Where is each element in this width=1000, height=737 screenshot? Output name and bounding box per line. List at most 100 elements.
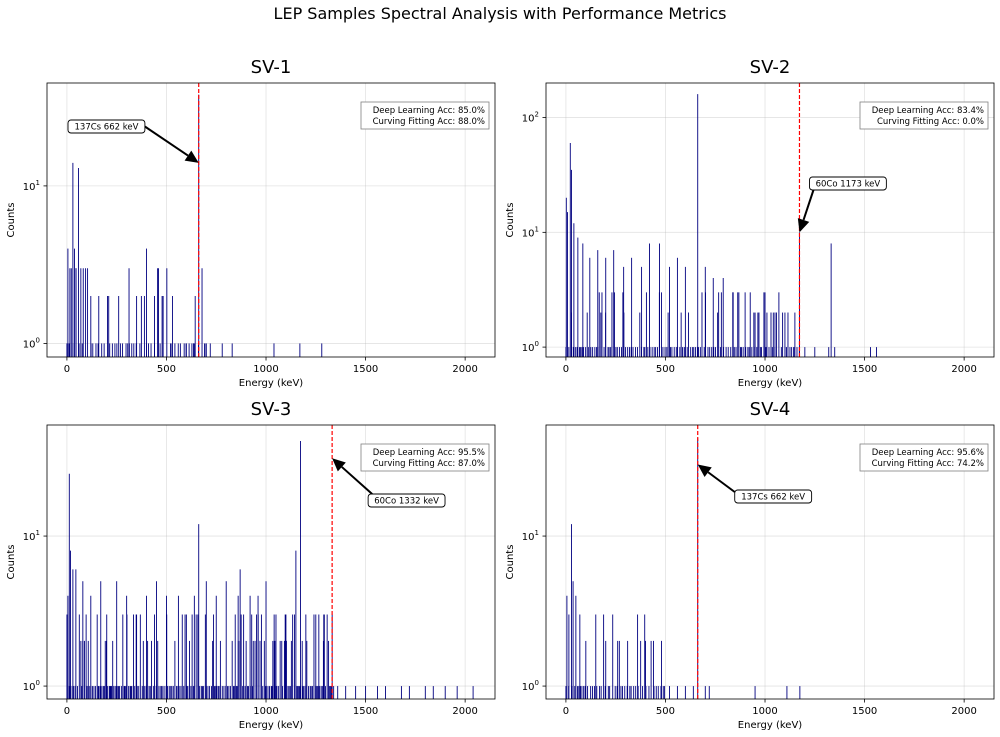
annotation-arrow [802, 189, 815, 221]
x-tick-label: 2000 [951, 706, 976, 717]
annotation-arrowhead [697, 464, 712, 478]
y-tick-exponent: 2 [535, 111, 539, 119]
metrics-box-frame [360, 101, 490, 130]
annotation-arrowhead [797, 218, 810, 233]
x-axis-label: Energy (keV) [239, 378, 304, 389]
y-tick-exponent: 0 [535, 679, 539, 687]
x-tick-label: 0 [563, 364, 569, 375]
x-tick-label: 500 [157, 706, 176, 717]
annotation-arrow [707, 471, 736, 493]
y-tick-exponent: 1 [36, 529, 40, 537]
metrics-box-frame [859, 101, 989, 130]
y-axis-label: Counts [505, 203, 516, 238]
panel-title: SV-3 [251, 399, 292, 420]
y-axis-label: Counts [505, 545, 516, 580]
deep-learning-accuracy: Deep Learning Acc: 95.6% [872, 448, 984, 458]
y-tick-exponent: 1 [36, 179, 40, 187]
curve-fitting-accuracy: Curving Fitting Acc: 74.2% [872, 459, 984, 469]
spectrum [66, 94, 323, 357]
x-tick-label: 2000 [452, 364, 477, 375]
y-tick-label: 100 [522, 340, 539, 354]
y-tick-label: 100 [522, 679, 539, 693]
y-tick-base: 10 [522, 343, 535, 354]
metrics-box: Deep Learning Acc: 85.0%Curving Fitting … [360, 101, 490, 130]
annotation-box [67, 119, 146, 134]
annotation-label: 137Cs 662 keV [75, 123, 139, 133]
x-tick-label: 1500 [353, 706, 378, 717]
annotation-arrowhead [332, 458, 346, 472]
figure-title: LEP Samples Spectral Analysis with Perfo… [274, 4, 727, 23]
curve-fitting-accuracy: Curving Fitting Acc: 87.0% [373, 459, 485, 469]
y-tick-base: 10 [522, 228, 535, 239]
y-axis-label: Counts [6, 545, 17, 580]
y-tick-exponent: 0 [36, 679, 40, 687]
y-tick-base: 10 [522, 114, 535, 125]
panel-title: SV-2 [750, 57, 791, 78]
y-tick-base: 10 [23, 339, 36, 350]
x-tick-label: 500 [157, 364, 176, 375]
y-tick-label: 101 [522, 529, 539, 543]
x-tick-label: 500 [656, 706, 675, 717]
axes-frame [545, 424, 995, 700]
metrics-box: Deep Learning Acc: 95.5%Curving Fitting … [360, 443, 490, 472]
y-tick-label: 102 [522, 111, 539, 125]
curve-fitting-accuracy: Curving Fitting Acc: 0.0% [877, 117, 984, 127]
x-tick-label: 0 [64, 706, 70, 717]
y-tick-label: 101 [23, 529, 40, 543]
x-tick-label: 1500 [353, 364, 378, 375]
peak-annotation: 60Co 1173 keV [797, 176, 887, 233]
x-tick-label: 1500 [852, 706, 877, 717]
y-tick-exponent: 0 [535, 340, 539, 348]
deep-learning-accuracy: Deep Learning Acc: 83.4% [872, 106, 984, 116]
annotation-label: 60Co 1173 keV [816, 180, 881, 190]
annotation-box [734, 489, 813, 504]
axes-frame [46, 424, 496, 700]
x-tick-label: 1000 [752, 706, 777, 717]
x-tick-label: 2000 [452, 706, 477, 717]
peak-annotation: 137Cs 662 keV [697, 464, 813, 504]
panel-title: SV-4 [750, 399, 791, 420]
spectrum [66, 441, 474, 699]
y-tick-label: 101 [23, 179, 40, 193]
y-tick-base: 10 [23, 182, 36, 193]
annotation-arrowhead [184, 150, 199, 163]
deep-learning-accuracy: Deep Learning Acc: 95.5% [373, 448, 485, 458]
x-tick-label: 1000 [752, 364, 777, 375]
annotation-box [367, 493, 446, 508]
metrics-box: Deep Learning Acc: 83.4%Curving Fitting … [859, 101, 989, 130]
annotation-label: 60Co 1332 keV [374, 497, 439, 507]
y-tick-base: 10 [23, 682, 36, 693]
y-tick-base: 10 [522, 532, 535, 543]
x-tick-label: 1000 [253, 364, 278, 375]
deep-learning-accuracy: Deep Learning Acc: 85.0% [373, 106, 485, 116]
annotation-arrow [341, 466, 373, 495]
y-tick-exponent: 0 [36, 336, 40, 344]
curve-fitting-accuracy: Curving Fitting Acc: 88.0% [373, 117, 485, 127]
x-tick-label: 500 [656, 364, 675, 375]
metrics-box-frame [360, 443, 490, 472]
x-tick-label: 2000 [951, 364, 976, 375]
x-tick-label: 0 [64, 364, 70, 375]
x-tick-label: 1500 [852, 364, 877, 375]
y-tick-exponent: 1 [535, 529, 539, 537]
y-tick-label: 100 [23, 679, 40, 693]
peak-annotation: 137Cs 662 keV [67, 119, 199, 163]
y-tick-base: 10 [23, 532, 36, 543]
peak-annotation: 60Co 1332 keV [332, 458, 446, 508]
annotation-label: 137Cs 662 keV [741, 493, 805, 503]
annotation-box [809, 176, 887, 191]
metrics-box: Deep Learning Acc: 95.6%Curving Fitting … [859, 443, 989, 472]
y-tick-exponent: 1 [535, 225, 539, 233]
axes-frame [46, 82, 496, 358]
y-axis-label: Counts [6, 203, 17, 238]
x-axis-label: Energy (keV) [738, 720, 803, 731]
y-tick-base: 10 [522, 682, 535, 693]
axes-frame [545, 82, 995, 358]
x-tick-label: 1000 [253, 706, 278, 717]
annotation-arrow [144, 125, 189, 157]
